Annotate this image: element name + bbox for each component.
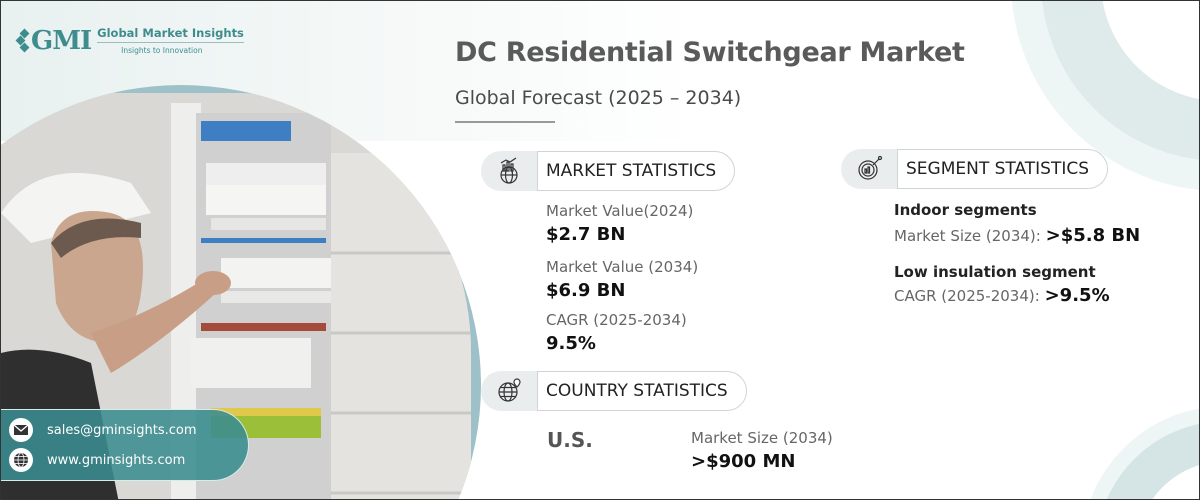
market-value-2024-label: Market Value(2024) <box>546 202 694 220</box>
logo-gmi-text: GMI <box>31 25 92 56</box>
country-market-size-label: Market Size (2034) <box>691 429 833 447</box>
contact-website[interactable]: www.gminsights.com <box>47 452 186 468</box>
country-market-size-value: >$900 MN <box>691 451 796 472</box>
country-statistics-title: COUNTRY STATISTICS <box>537 371 747 411</box>
market-value-2034: $6.9 BN <box>546 280 626 301</box>
low-insulation-segment-label: CAGR (2025-2034): <box>894 287 1040 305</box>
logo-tagline: Insights to Innovation <box>121 46 203 55</box>
envelope-icon <box>9 418 33 442</box>
low-insulation-segment-stat: CAGR (2025-2034): >9.5% <box>894 285 1110 306</box>
market-value-2024: $2.7 BN <box>546 224 626 245</box>
cagr-label: CAGR (2025-2034) <box>546 311 687 329</box>
segment-statistics-header: SEGMENT STATISTICS <box>841 149 1109 189</box>
page-subtitle: Global Forecast (2025 – 2034) <box>455 87 742 109</box>
globe-icon <box>9 448 33 472</box>
segment-statistics-title: SEGMENT STATISTICS <box>897 149 1109 189</box>
target-chart-icon <box>841 149 897 189</box>
gmi-logo[interactable]: GMI Global Market Insights Insights to I… <box>15 25 244 56</box>
indoor-segment-stat: Market Size (2034): >$5.8 BN <box>894 225 1140 246</box>
title-divider <box>455 121 555 123</box>
low-insulation-segment-name: Low insulation segment <box>894 263 1096 281</box>
market-value-2034-label: Market Value (2034) <box>546 258 699 276</box>
indoor-segment-value: >$5.8 BN <box>1045 225 1141 246</box>
contact-bar: sales@gminsights.com www.gminsights.com <box>1 409 249 481</box>
globe-pin-icon <box>481 371 537 411</box>
cagr-value: 9.5% <box>546 333 596 354</box>
contact-website-row[interactable]: www.gminsights.com <box>9 448 185 472</box>
country-statistics-header: COUNTRY STATISTICS <box>481 371 747 411</box>
logo-diamonds-icon <box>15 28 30 52</box>
contact-email-row[interactable]: sales@gminsights.com <box>9 418 197 442</box>
contact-email[interactable]: sales@gminsights.com <box>47 422 197 438</box>
page-title: DC Residential Switchgear Market <box>455 37 965 68</box>
logo-company-name: Global Market Insights <box>97 26 244 43</box>
country-name: U.S. <box>547 428 593 452</box>
chart-globe-icon <box>481 151 537 191</box>
market-statistics-header: MARKET STATISTICS <box>481 151 736 191</box>
low-insulation-segment-value: >9.5% <box>1044 285 1110 306</box>
market-statistics-title: MARKET STATISTICS <box>537 151 736 191</box>
indoor-segment-label: Market Size (2034): <box>894 227 1041 245</box>
indoor-segment-name: Indoor segments <box>894 201 1037 219</box>
logo-mark: GMI <box>15 25 92 56</box>
